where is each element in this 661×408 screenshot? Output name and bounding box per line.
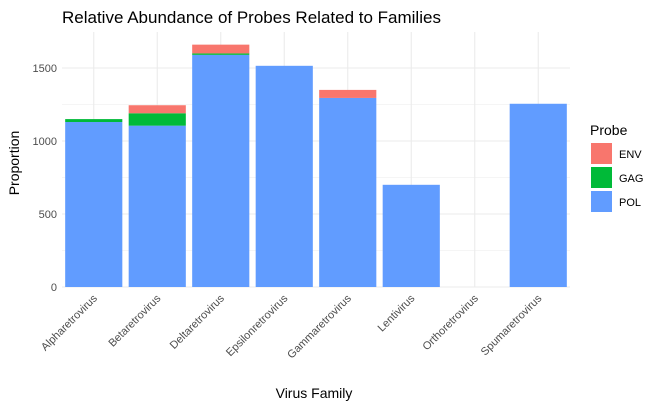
y-tick-label: 1500 — [33, 63, 57, 75]
legend-label-env: ENV — [619, 149, 642, 161]
x-tick-label-betaretrovirus: Betaretrovirus — [106, 292, 163, 349]
legend: Probe ENV GAG POL — [590, 122, 643, 212]
bar-gag-deltaretrovirus — [192, 53, 250, 55]
x-tick-label-spumaretrovirus: Spumaretrovirus — [479, 292, 545, 358]
legend-title: Probe — [590, 122, 628, 138]
x-tick-label-lentivirus: Lentivirus — [376, 292, 418, 334]
x-axis-title: Virus Family — [276, 385, 353, 401]
y-tick-labels: 0 500 1000 1500 — [33, 63, 57, 294]
legend-label-pol: POL — [619, 197, 641, 209]
bar-pol-lentivirus — [382, 184, 440, 287]
bar-pol-alpharetrovirus — [65, 122, 123, 288]
bar-pol-epsilonretrovirus — [255, 65, 313, 287]
y-tick-label: 500 — [39, 209, 57, 221]
x-tick-label-gammaretrovirus: Gammaretrovirus — [285, 292, 354, 361]
legend-key-env — [591, 143, 612, 164]
chart-title: Relative Abundance of Probes Related to … — [62, 8, 441, 27]
x-tick-label-orthoretrovirus: Orthoretrovirus — [421, 292, 482, 353]
y-axis-title: Proportion — [6, 131, 22, 196]
bar-gag-alpharetrovirus — [65, 119, 123, 123]
x-tick-label-deltaretrovirus: Deltaretrovirus — [168, 292, 227, 351]
y-tick-label: 0 — [51, 282, 57, 294]
bar-pol-deltaretrovirus — [192, 54, 250, 287]
x-tick-labels: Alpharetrovirus Betaretrovirus Deltaretrov… — [39, 292, 545, 361]
legend-label-gag: GAG — [619, 173, 643, 185]
x-tick-label-epsilonretrovirus: Epsilonretrovirus — [224, 292, 291, 359]
bar-pol-gammaretrovirus — [319, 97, 377, 288]
bar-pol-spumaretrovirus — [509, 103, 567, 288]
bar-pol-betaretrovirus — [128, 125, 186, 287]
bar-env-gammaretrovirus — [319, 89, 377, 98]
legend-entries: ENV GAG POL — [591, 143, 643, 212]
bar-env-betaretrovirus — [128, 105, 186, 114]
bar-env-deltaretrovirus — [192, 44, 250, 54]
bar-gag-betaretrovirus — [128, 113, 186, 126]
y-tick-label: 1000 — [33, 136, 57, 148]
legend-key-gag — [591, 167, 612, 188]
x-tick-label-alpharetrovirus: Alpharetrovirus — [39, 292, 100, 353]
bars-layer — [65, 44, 567, 288]
legend-key-pol — [591, 191, 612, 212]
